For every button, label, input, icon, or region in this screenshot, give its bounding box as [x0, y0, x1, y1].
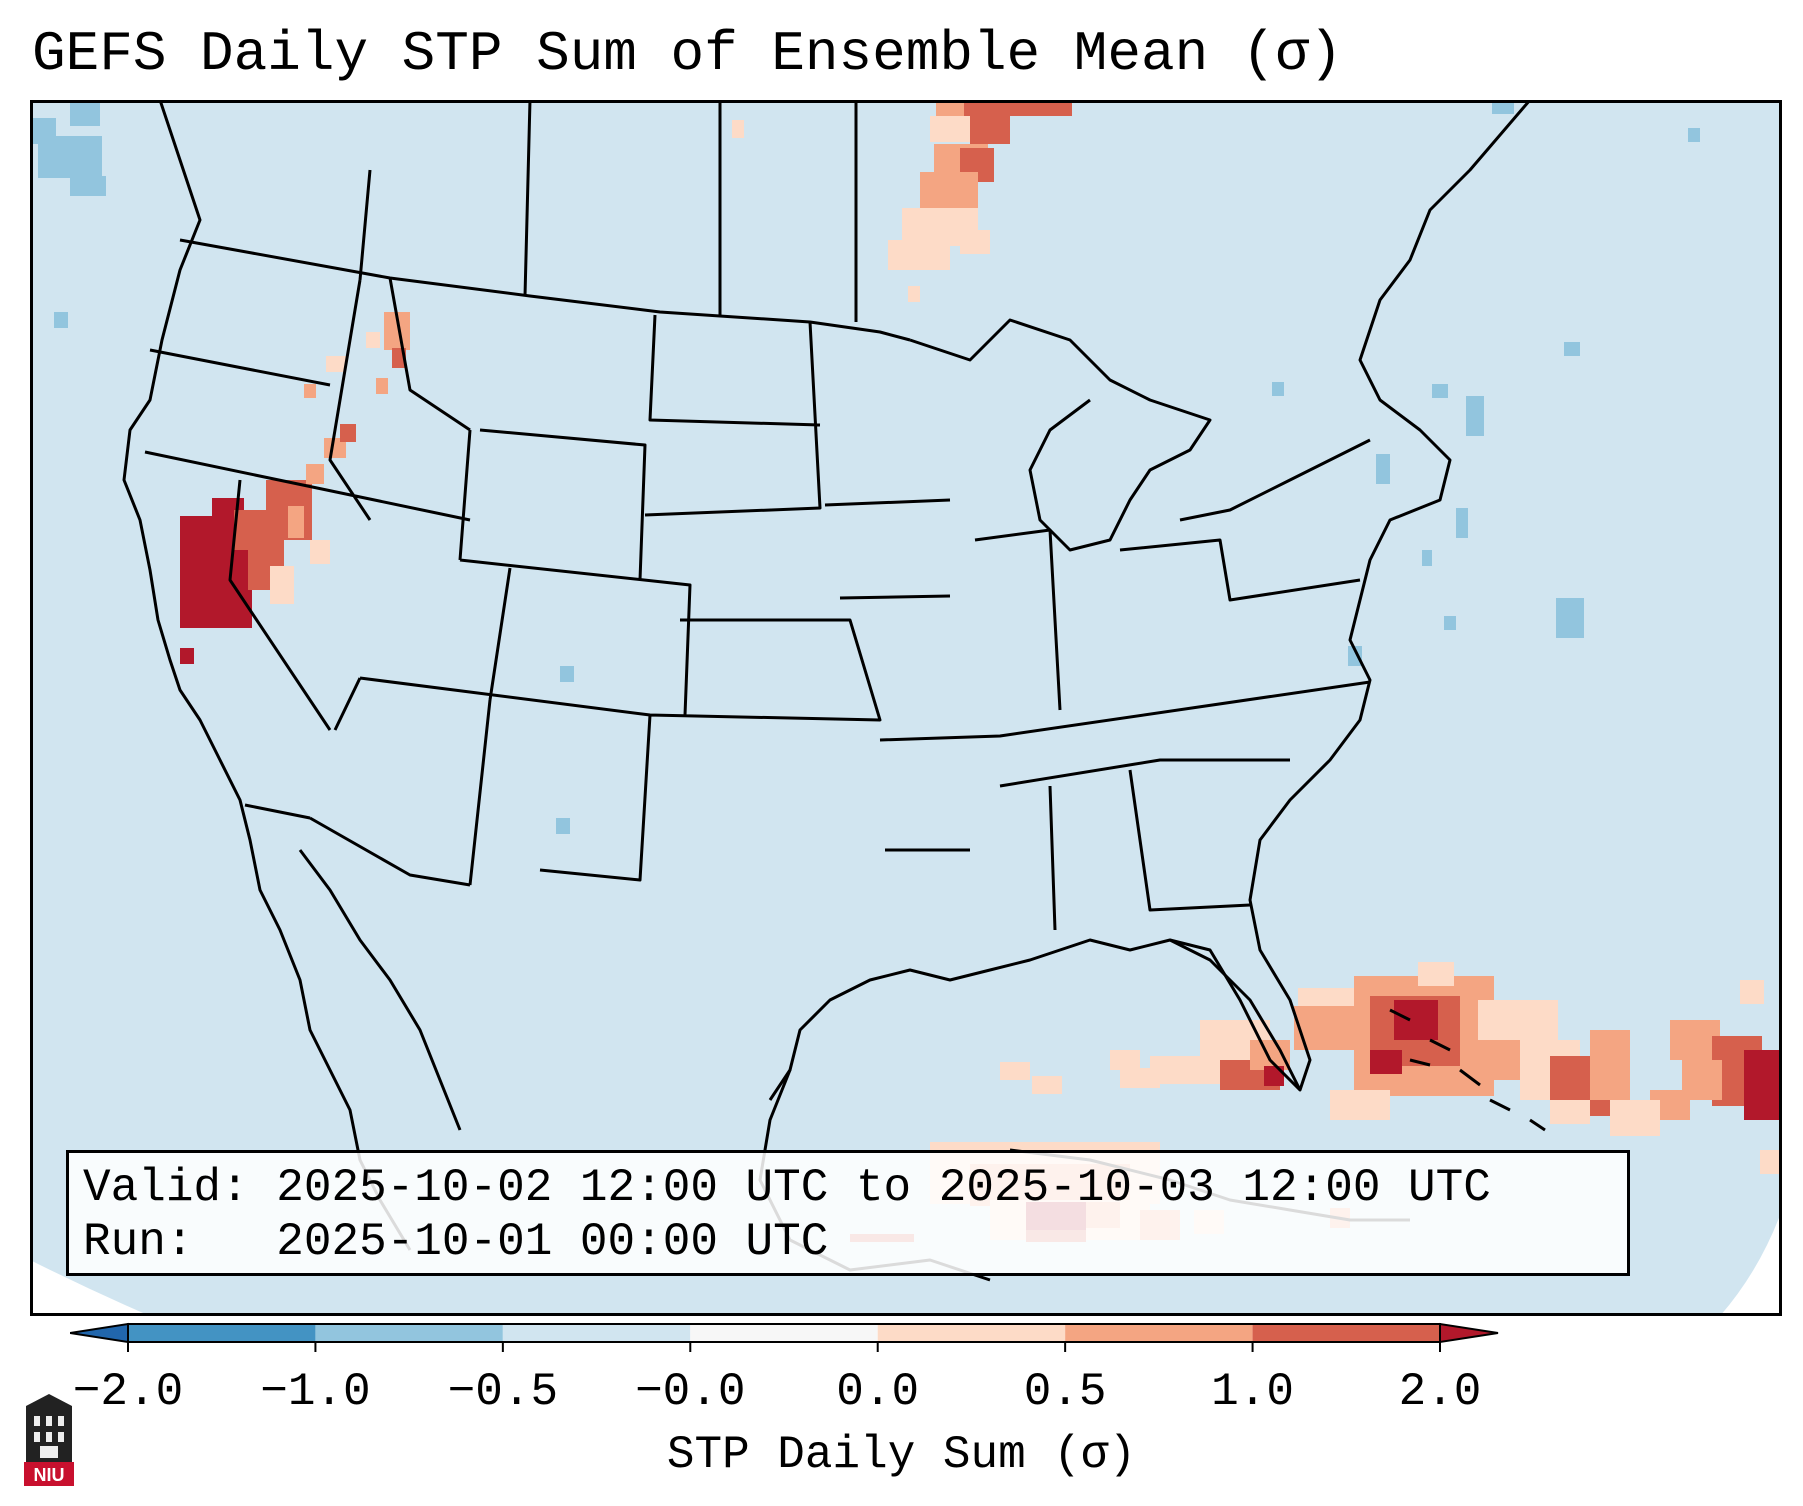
- run-value: 2025-10-01 00:00 UTC: [276, 1216, 829, 1268]
- niu-logo-text: NIU: [34, 1465, 65, 1485]
- west-coast: [122, 100, 412, 1251]
- colorbar-tick-label: 1.0: [1211, 1366, 1294, 1418]
- map-outlines: [122, 100, 1546, 1282]
- stp-cells-positive-west: [180, 312, 410, 664]
- great-lakes: [909, 318, 1371, 552]
- colorbar-segment: [128, 1324, 316, 1342]
- niu-logo: NIU: [24, 1394, 74, 1486]
- florida: [1169, 938, 1302, 1091]
- colorbar-segment: [877, 1324, 1066, 1342]
- colorbar: [70, 1322, 1499, 1352]
- projection-edge: [1720, 1210, 1782, 1316]
- colorbar-segment: [690, 1324, 878, 1342]
- colorbar-segment: [502, 1324, 691, 1342]
- colorbar-tick-label: −2.0: [72, 1366, 184, 1418]
- colorbar-extend-high: [1439, 1322, 1499, 1344]
- colorbar-extend-low: [70, 1322, 129, 1344]
- colorbar-segment: [1252, 1324, 1440, 1342]
- map-panel: [30, 100, 1782, 1316]
- east-coast: [768, 100, 1532, 1101]
- map-frame: [30, 100, 1782, 1316]
- colorbar-tick-label: 0.5: [1023, 1366, 1107, 1418]
- stp-cells-positive-north: [732, 100, 1072, 302]
- stp-cells-negative: [30, 100, 1700, 834]
- state-lines: [144, 277, 1371, 931]
- colorbar-tick-label: −1.0: [260, 1366, 371, 1418]
- valid-run-info-box: Valid: 2025-10-02 12:00 UTC to 2025-10-0…: [66, 1150, 1630, 1276]
- colorbar-label: STP Daily Sum (σ): [666, 1429, 1137, 1481]
- stp-cells-positive-southeast: [1000, 962, 1782, 1174]
- colorbar-tick-label: −0.5: [447, 1366, 559, 1418]
- colorbar-tick-label: 2.0: [1398, 1366, 1482, 1418]
- map-background: [30, 100, 1782, 1316]
- valid-value: 2025-10-02 12:00 UTC to 2025-10-03 12:00…: [276, 1162, 1491, 1214]
- projection-edge: [30, 1260, 150, 1316]
- valid-label: Valid:: [83, 1162, 249, 1214]
- run-label: Run:: [83, 1216, 194, 1268]
- colorbar-segments: [70, 1322, 1499, 1352]
- niu-logo-banner: [24, 1462, 74, 1486]
- canada-provinces: [358, 100, 858, 322]
- map-title: GEFS Daily STP Sum of Ensemble Mean (σ): [32, 22, 1343, 86]
- colorbar-segment: [315, 1324, 503, 1342]
- niu-logo-shield: [26, 1394, 72, 1462]
- colorbar-frame: [127, 1323, 1441, 1343]
- colorbar-tick-label: 0.0: [836, 1366, 920, 1418]
- colorbar-tick-label: −0.0: [635, 1366, 746, 1418]
- baja-peninsula: [298, 849, 462, 1131]
- bahamas: [1389, 1008, 1546, 1132]
- colorbar-segment: [1065, 1324, 1253, 1342]
